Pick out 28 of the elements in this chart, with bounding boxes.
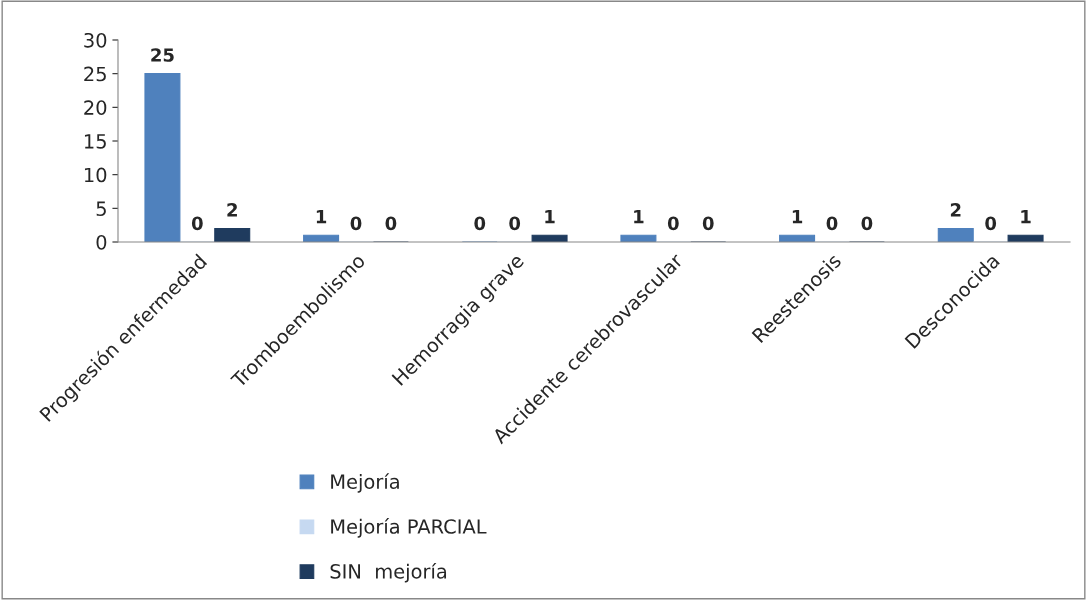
data-label: 0: [191, 216, 203, 231]
y-tick-label: 0: [96, 234, 107, 250]
data-label: 1: [545, 210, 555, 224]
data-label: 2: [227, 203, 237, 217]
y-tick-label: 25: [84, 66, 106, 82]
data-label: 0: [985, 216, 997, 231]
legend-label: Mejoría PARCIAL: [331, 518, 487, 538]
y-tick-label: 5: [96, 201, 106, 216]
data-label: 0: [350, 216, 362, 231]
data-label: 1: [634, 210, 644, 224]
data-label: 1: [792, 210, 803, 224]
data-label: 0: [667, 216, 679, 231]
y-tick-label: 20: [84, 100, 107, 115]
data-label: 1: [1021, 210, 1031, 224]
y-tick-label: 10: [84, 167, 107, 183]
data-label: 0: [826, 216, 838, 231]
legend-label: SIN mejoría: [330, 562, 447, 583]
y-tick-label: 30: [84, 32, 107, 48]
data-label: 25: [151, 48, 174, 62]
data-label: 0: [509, 216, 521, 231]
data-label: 0: [385, 216, 397, 231]
y-tick-label: 15: [84, 134, 106, 149]
data-label: 0: [702, 216, 714, 231]
data-label: 0: [474, 216, 486, 231]
data-label: 1: [316, 210, 327, 224]
legend-label: Mejoría: [331, 473, 399, 493]
data-label: 2: [950, 203, 961, 217]
data-label: 0: [861, 216, 873, 231]
